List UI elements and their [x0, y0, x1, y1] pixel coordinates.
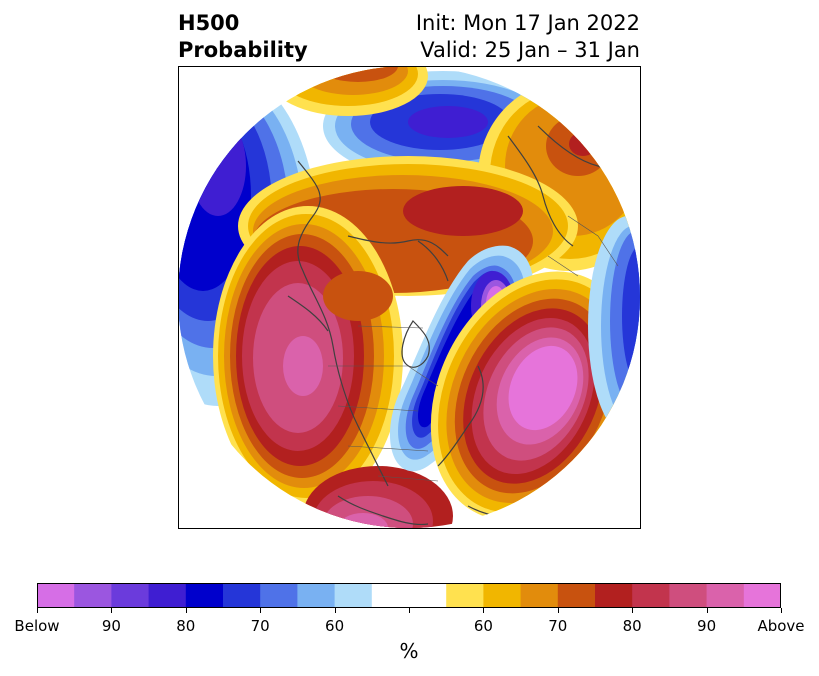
colorbar-tick-label: 70: [548, 617, 568, 635]
colorbar-cell: [111, 583, 150, 608]
colorbar-tick-mark: [409, 608, 410, 613]
colorbar: [37, 583, 781, 608]
colorbar-cell: [148, 583, 187, 608]
colorbar-tick-label: 80: [176, 617, 196, 635]
colorbar-tick-mark: [37, 608, 38, 613]
borders: [328, 215, 619, 482]
colorbar-tick-mark: [334, 608, 336, 613]
probability-map: [178, 66, 641, 529]
map-title-left: H500 Probability: [178, 10, 308, 64]
colorbar-cell: [483, 583, 522, 608]
colorbar-cell: [334, 583, 373, 608]
far-east-below-anomaly: [588, 216, 640, 436]
colorbar-cell: [557, 583, 596, 608]
title-product: Probability: [178, 38, 308, 62]
colorbar-cell: [37, 583, 75, 608]
colorbar-tick-label: Below: [14, 617, 60, 635]
colorbar-tick-mark: [260, 608, 262, 613]
colorbar-cell: [632, 583, 670, 608]
colorbar-tick-mark: [185, 608, 187, 613]
valid-range: Valid: 25 Jan – 31 Jan: [420, 38, 640, 62]
colorbar-cell: [520, 583, 559, 608]
colorbar-cell: [371, 583, 410, 608]
colorbar-cell: [185, 583, 224, 608]
colorbar-cell: [669, 583, 708, 608]
colorbar-tick-mark: [706, 608, 708, 613]
colorbar-tick-label: 90: [101, 617, 121, 635]
colorbar-cell: [74, 583, 112, 608]
colorbar-tick-label: 90: [697, 617, 717, 635]
colorbar-tick-mark: [111, 608, 113, 613]
colorbar-tick-mark: [781, 608, 782, 613]
init-date: Init: Mon 17 Jan 2022: [415, 11, 640, 35]
colorbar-tick-label: 60: [473, 617, 493, 635]
colorbar-unit: %: [399, 639, 419, 663]
colorbar-tick-label: Above: [757, 617, 805, 635]
coastlines: [287, 125, 629, 526]
map-title-right: Init: Mon 17 Jan 2022 Valid: 25 Jan – 31…: [416, 10, 640, 64]
colorbar-cell: [223, 583, 261, 608]
colorbar-tick-mark: [557, 608, 559, 613]
colorbar-cell: [743, 583, 781, 608]
colorbar-cell: [446, 583, 484, 608]
colorbar-cell: [409, 583, 447, 608]
colorbar-tick-label: 60: [325, 617, 345, 635]
colorbar-tick-label: 80: [622, 617, 642, 635]
colorbar-tick-label: 70: [250, 617, 270, 635]
title-variable: H500: [178, 11, 240, 35]
colorbar-cell: [595, 583, 633, 608]
colorbar-cell: [706, 583, 745, 608]
colorbar-cell: [297, 583, 336, 608]
colorbar-cell: [260, 583, 298, 608]
colorbar-tick-mark: [483, 608, 485, 613]
colorbar-tick-mark: [632, 608, 634, 613]
west-above-anomaly: [213, 206, 403, 506]
